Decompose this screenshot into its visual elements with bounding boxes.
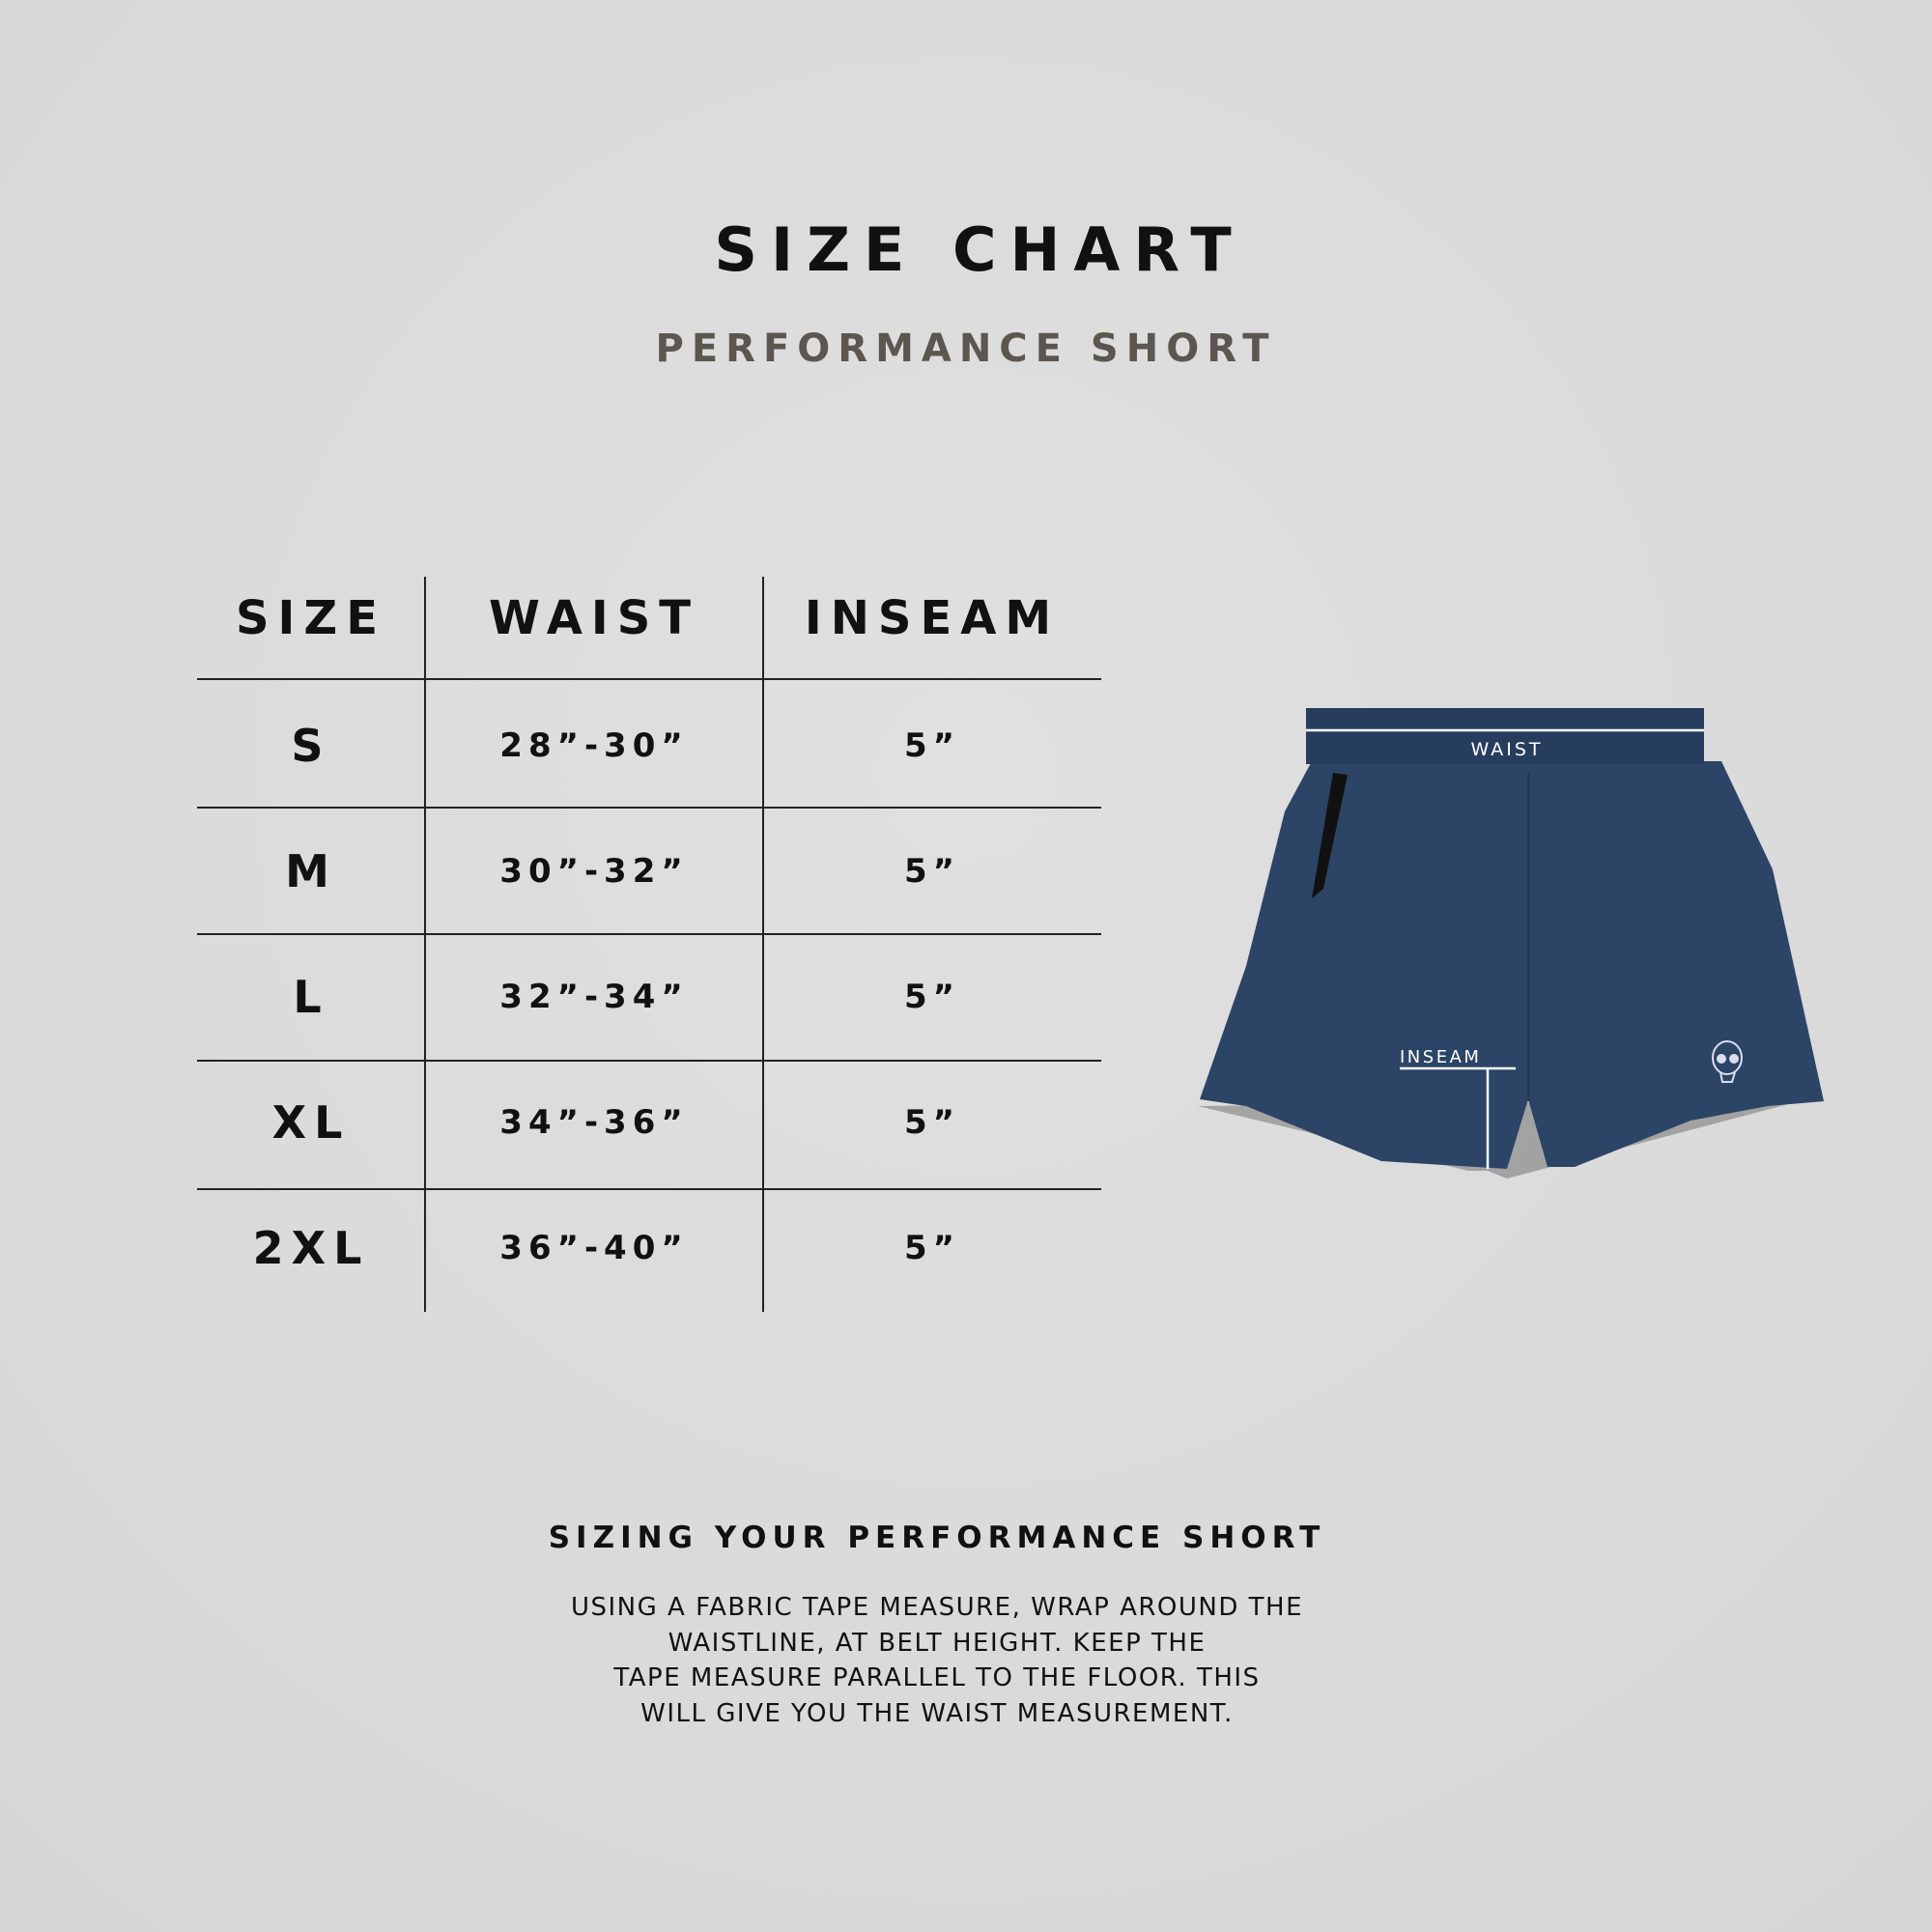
instruction-line: WILL GIVE YOU THE WAIST MEASUREMENT. bbox=[640, 1698, 1234, 1728]
row-divider bbox=[197, 807, 1101, 809]
waistband bbox=[1306, 708, 1704, 764]
inseam-cell: 5” bbox=[903, 978, 960, 1016]
size-cell: M bbox=[285, 845, 337, 897]
inseam-label: INSEAM bbox=[1400, 1047, 1481, 1067]
page-subtitle: PERFORMANCE SHORT bbox=[655, 327, 1277, 371]
waist-label: WAIST bbox=[1470, 739, 1543, 760]
waist-cell: 30”-32” bbox=[499, 852, 689, 891]
waist-cell: 34”-36” bbox=[499, 1103, 689, 1142]
inseam-cell: 5” bbox=[903, 1103, 960, 1142]
size-cell: 2XL bbox=[252, 1222, 370, 1274]
skull-logo-icon bbox=[1712, 1040, 1743, 1083]
row-divider bbox=[197, 1060, 1101, 1062]
column-header-size: SIZE bbox=[235, 591, 387, 645]
column-header-inseam: INSEAM bbox=[804, 591, 1061, 645]
waist-cell: 32”-34” bbox=[499, 978, 689, 1016]
shorts-body bbox=[1200, 761, 1824, 1169]
howto-instructions: USING A FABRIC TAPE MEASURE, WRAP AROUND… bbox=[502, 1590, 1372, 1731]
column-header-waist: WAIST bbox=[488, 591, 700, 645]
instruction-line: USING A FABRIC TAPE MEASURE, WRAP AROUND… bbox=[570, 1593, 1304, 1622]
instruction-line: TAPE MEASURE PARALLEL TO THE FLOOR. THIS bbox=[613, 1663, 1261, 1692]
column-divider bbox=[424, 577, 426, 1312]
waist-cell: 28”-30” bbox=[499, 726, 689, 765]
inseam-cell: 5” bbox=[903, 726, 960, 765]
row-divider bbox=[197, 1188, 1101, 1190]
column-divider bbox=[762, 577, 764, 1312]
pocket-zipper bbox=[1312, 773, 1348, 898]
row-divider bbox=[197, 678, 1101, 680]
instruction-line: WAISTLINE, AT BELT HEIGHT. KEEP THE bbox=[668, 1628, 1207, 1658]
shorts-diagram: WAIST INSEAM bbox=[1198, 708, 1824, 1179]
size-cell: S bbox=[291, 720, 331, 772]
page-title: SIZE CHART bbox=[714, 214, 1245, 285]
inseam-cell: 5” bbox=[903, 1229, 960, 1267]
row-divider bbox=[197, 933, 1101, 935]
size-cell: XL bbox=[271, 1096, 351, 1149]
size-table: SIZE WAIST INSEAM S 28”-30” 5” M 30”-32”… bbox=[197, 577, 1101, 1312]
inseam-cell: 5” bbox=[903, 852, 960, 891]
waist-cell: 36”-40” bbox=[499, 1229, 689, 1267]
howto-heading: SIZING YOUR PERFORMANCE SHORT bbox=[548, 1520, 1326, 1555]
size-cell: L bbox=[293, 971, 329, 1023]
